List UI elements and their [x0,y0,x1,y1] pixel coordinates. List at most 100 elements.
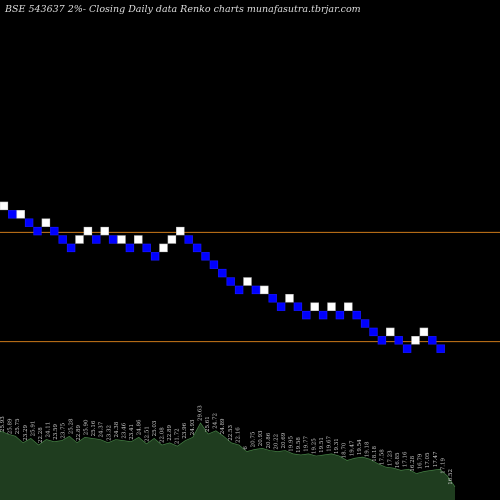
volume-label-21: 22.08 [160,427,166,443]
volume-label-57: 17.47 [433,451,439,467]
brick-down-51 [428,336,437,345]
brick-down-42 [352,310,361,320]
renko-bricks [0,201,445,353]
volume-label-55: 16.79 [418,453,424,469]
brick-down-48 [402,344,412,353]
volume-label-18: 24.86 [137,419,143,435]
volume-label-38: 19.95 [289,436,295,452]
brick-up-9 [75,235,84,244]
brick-up-10 [83,226,93,236]
volume-label-35: 20.86 [266,432,272,448]
volume-label-7: 23.59 [53,423,59,439]
volume-label-58: 17.19 [440,458,446,474]
volume-label-56: 17.05 [425,452,431,468]
brick-up-0 [0,201,9,211]
volume-label-52: 16.85 [395,452,401,468]
brick-down-22 [184,235,193,244]
brick-down-52 [436,344,445,353]
brick-down-44 [369,327,378,337]
volume-label-12: 25.16 [91,420,97,436]
brick-down-23 [192,243,202,253]
brick-down-13 [108,235,118,244]
volume-label-3: 23.29 [23,425,29,441]
brick-down-27 [226,277,235,286]
brick-down-35 [293,302,303,311]
volume-label-20: 25.03 [152,420,158,436]
volume-label-39: 19.58 [296,437,302,453]
brick-down-38 [318,310,328,320]
brick-down-11 [92,235,101,244]
brick-down-47 [394,336,403,345]
volume-labels: 25.93 25.89 25.75 23.29 25.91 22.28 24.11 23.59… [0,405,454,485]
brick-down-32 [268,294,277,303]
volume-label-51: 17.23 [387,450,393,466]
brick-up-2 [16,210,25,219]
brick-down-18 [150,252,160,261]
volume-label-43: 19.67 [327,436,333,452]
volume-label-54: 16.28 [410,455,416,471]
volume-label-10: 22.89 [76,425,82,441]
brick-up-21 [176,226,185,236]
volume-label-6: 24.11 [46,422,52,438]
volume-label-17: 23.41 [129,424,135,440]
volume-label-53: 17.16 [402,451,408,467]
brick-up-41 [344,302,353,311]
brick-down-8 [66,243,76,253]
brick-up-12 [100,226,109,236]
volume-label-44: 19.31 [334,438,340,454]
volume-label-27: 25.61 [205,416,211,432]
chart-title: BSE 543637 2%- Closing Daily data Renko … [4,4,361,15]
volume-label-22: 22.89 [167,425,173,441]
volume-label-50: 17.58 [380,449,386,465]
volume-label-19: 22.51 [144,426,150,442]
volume-label-29: 24.89 [220,418,226,434]
volume-label-36: 20.22 [273,434,279,450]
brick-down-3 [24,218,34,227]
brick-up-37 [310,302,319,311]
volume-outline [0,422,456,487]
volume-label-9: 25.28 [68,418,74,434]
volume-label-24: 23.96 [182,422,188,438]
brick-up-39 [327,302,336,311]
volume-label-46: 19.47 [349,440,355,456]
brick-up-16 [134,235,143,244]
volume-label-16: 23.46 [122,422,128,438]
volume-label-25: 24.93 [190,419,196,435]
brick-down-7 [58,235,67,244]
brick-down-30 [251,285,261,295]
volume-label-26: 29.63 [197,405,203,421]
volume-label-33: 20.75 [251,431,257,447]
volume-label-23: 21.72 [175,428,181,444]
volume-label-49: 18.18 [372,445,378,461]
volume-label-45: 18.70 [342,442,348,458]
brick-up-34 [285,294,294,303]
brick-down-25 [209,260,219,269]
brick-down-15 [125,243,135,253]
brick-up-5 [41,218,51,227]
volume-label-41: 19.25 [311,438,317,454]
volume-label-48: 19.18 [365,441,371,457]
volume-label-5: 22.28 [38,427,44,443]
volume-label-1: 25.89 [8,418,14,434]
volume-label-30: 22.53 [228,425,234,441]
brick-down-28 [234,285,244,295]
brick-up-14 [117,235,126,244]
brick-down-4 [33,226,42,236]
volume-label-47: 19.54 [357,439,363,455]
brick-down-36 [302,310,311,320]
volume-label-15: 24.38 [114,421,120,437]
brick-down-1 [8,210,17,219]
brick-down-33 [276,302,286,311]
volume-label-0: 25.93 [0,416,6,432]
volume-label-28: 24.72 [213,413,219,429]
volume-label-59: 16.52 [448,469,454,485]
brick-up-29 [243,277,252,286]
brick-down-6 [50,226,59,236]
brick-down-43 [360,319,370,328]
volume-layer [0,422,456,500]
brick-down-24 [201,252,210,261]
brick-up-46 [386,327,395,337]
volume-label-8: 23.75 [61,422,67,438]
